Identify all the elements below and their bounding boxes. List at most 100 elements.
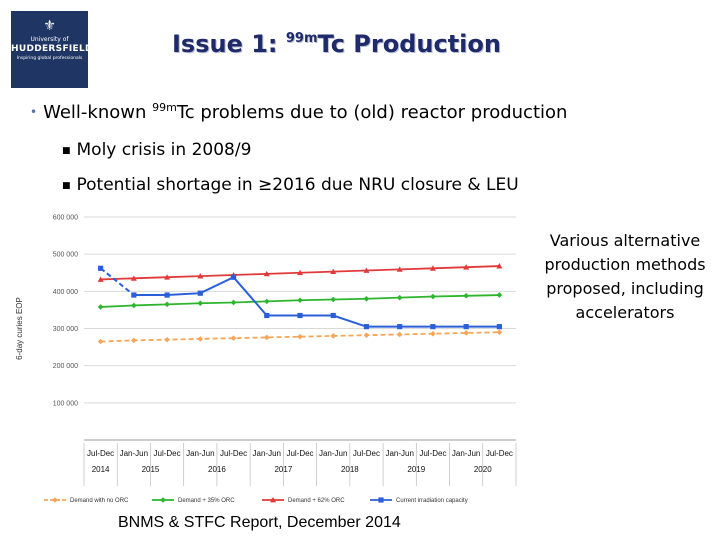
bullet-isotope-sup: 99m [152,101,177,114]
data-point [363,332,370,338]
sub-bullet-2: ■ Potential shortage in ≥2016 due NRU clo… [62,175,519,195]
data-point [97,338,104,345]
data-point [396,294,403,301]
data-point [463,264,470,270]
data-point [164,292,170,298]
data-point [463,324,469,330]
data-point [330,333,337,339]
x-category-label: Jul-Dec [419,449,446,458]
series-line [133,275,500,328]
data-point [378,497,384,503]
production-chart: 100 000 200 000 300 000 400 000 500 000 600 0… [15,215,517,504]
square-bullet-icon: ■ [62,146,71,156]
data-point [330,296,337,303]
bullet-suffix: Tc problems due to (old) reactor product… [176,102,568,123]
data-point [263,298,270,305]
data-point [297,312,303,319]
x-category-label: Jul-Dec [220,449,247,458]
series-line [99,267,135,296]
x-year-label: 2016 [208,465,226,474]
data-point [230,299,237,306]
data-point [463,292,469,299]
legend-entry: Demand with no ORC [70,498,129,504]
data-point [297,297,303,304]
data-point [97,276,104,282]
data-point [430,330,436,337]
x-category-label: Jul-Dec [353,449,380,458]
x-year-label: 2020 [474,465,492,474]
data-point [463,330,469,336]
data-point [297,269,303,276]
x-category-label: Jul-Dec [154,449,181,458]
y-tick-label: 100 000 [53,400,78,407]
x-category-label: Jan-Jun [253,449,281,458]
data-point [131,337,137,344]
data-point [330,312,336,319]
title-suffix: Tc Production [317,30,501,58]
legend-entry: Demand + 62% ORC [288,498,345,504]
x-category-label: Jan-Jun [452,449,480,458]
slide-title: Issue 1: 99mTc Production [172,30,501,58]
data-point [98,265,104,271]
data-point [297,333,303,340]
sub-bullet-text: Moly crisis in 2008/9 [76,140,252,160]
crest-icon: ⚜ [43,18,56,34]
data-point [130,275,137,281]
x-category-label: Jan-Jun [186,449,214,458]
side-note: Various alternative production methods p… [544,231,706,322]
data-point [263,334,270,341]
data-point [430,293,436,300]
data-point [131,302,137,309]
data-point [131,292,137,298]
x-year-label: 2015 [142,465,160,474]
data-point [164,301,170,308]
sub-bullet-1: ■ Moly crisis in 2008/9 [62,140,251,160]
data-point [397,324,403,330]
data-point [264,312,270,319]
x-year-label: 2018 [341,465,359,474]
data-point [496,329,503,336]
bullet-prefix: Well-known [43,102,153,123]
data-point [363,324,370,330]
data-point [97,304,104,310]
title-isotope-sup: 99m [285,31,318,46]
data-point [363,267,370,273]
y-tick-label: 200 000 [53,363,78,370]
data-point [197,273,204,279]
square-bullet-icon: ■ [62,181,71,191]
y-tick-label: 400 000 [53,289,78,296]
title-prefix: Issue 1: [172,30,286,58]
data-point [52,497,58,503]
x-year-label: 2014 [92,465,110,474]
x-category-label: Jan-Jun [120,449,148,458]
data-point [363,295,370,302]
data-point [164,274,171,280]
data-point [429,265,436,271]
data-point [160,497,166,503]
data-point [396,266,403,272]
logo-line-1: University of [30,36,69,43]
logo-line-3: Inspiring global professionals [16,56,83,61]
data-point [496,292,503,298]
university-logo: ⚜ University of HUDDERSFIELD Inspiring g… [11,11,93,88]
bullet-dot-icon: • [30,105,38,119]
logo-line-2: HUDDERSFIELD [11,44,93,54]
source-caption: BNMS & STFC Report, December 2014 [118,514,401,531]
data-point [263,270,270,277]
x-year-label: 2019 [407,465,425,474]
x-category-label: Jan-Jun [319,449,347,458]
data-point [270,497,276,503]
x-category-label: Jan-Jun [385,449,413,458]
data-point [164,336,170,343]
y-tick-label: 600 000 [53,215,78,222]
x-year-label: 2017 [274,465,292,474]
legend-entry: Current irradiation capacity [396,498,468,504]
x-category-label: Jul-Dec [87,449,114,458]
x-category-label: Jul-Dec [486,449,513,458]
data-point [230,274,237,280]
data-point [197,300,204,307]
x-category-label: Jul-Dec [286,449,313,458]
main-bullet: • Well-known 99mTc problems due to (old) … [30,101,567,123]
data-point [197,290,203,296]
sub-bullet-text: Potential shortage in ≥2016 due NRU clos… [76,175,519,195]
